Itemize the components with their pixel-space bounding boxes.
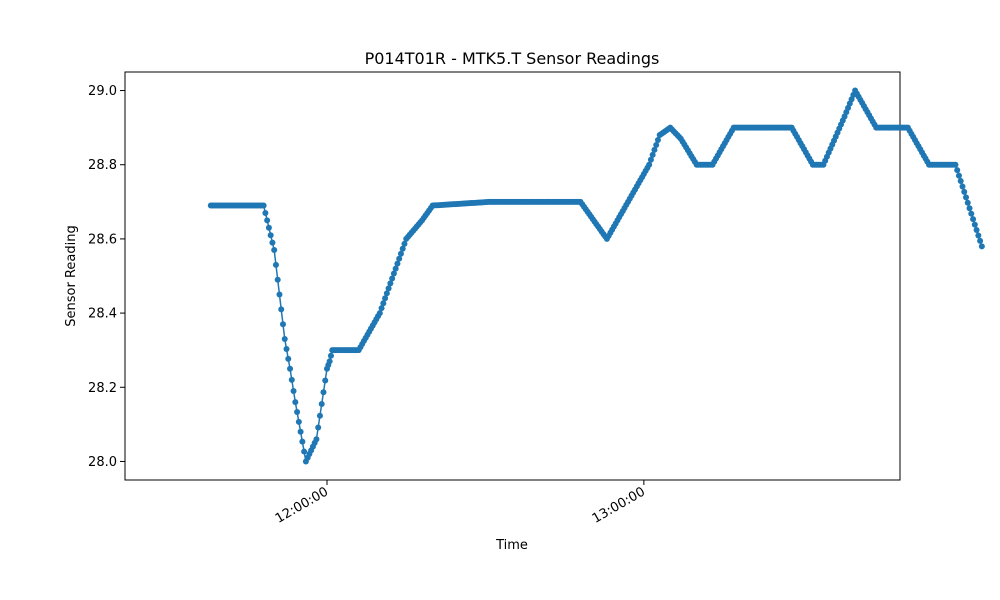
data-point — [952, 161, 959, 168]
data-point — [978, 243, 985, 250]
data-point — [382, 295, 389, 302]
data-point — [274, 276, 281, 283]
data-point — [264, 217, 271, 224]
data-point — [973, 227, 980, 234]
y-tick-label: 28.2 — [88, 381, 117, 396]
data-point — [281, 336, 288, 343]
y-tick-label: 28.6 — [88, 232, 117, 247]
y-tick-label: 29.0 — [88, 84, 117, 99]
data-point — [283, 345, 290, 352]
data-point — [959, 183, 966, 190]
data-point — [278, 306, 285, 313]
data-point — [385, 285, 392, 292]
data-point — [262, 209, 269, 216]
data-point — [269, 239, 276, 246]
data-point — [301, 448, 308, 455]
data-point — [966, 205, 973, 212]
data-point — [954, 167, 961, 174]
y-tick-label: 28.0 — [88, 455, 117, 470]
data-point — [297, 428, 304, 435]
data-point — [977, 237, 984, 244]
data-point — [265, 224, 272, 231]
x-axis-label: Time — [495, 538, 528, 553]
data-point — [299, 438, 306, 445]
data-point — [272, 261, 279, 268]
data-point — [961, 188, 968, 195]
data-point — [318, 400, 325, 407]
data-point — [964, 199, 971, 206]
data-point — [396, 255, 403, 262]
data-point — [320, 389, 327, 396]
data-point — [287, 365, 294, 372]
data-point — [970, 216, 977, 223]
data-point — [260, 202, 267, 209]
data-point — [647, 156, 654, 163]
data-point — [294, 409, 301, 415]
y-axis-label: Sensor Reading — [64, 225, 79, 326]
chart-title: P014T01R - MTK5.T Sensor Readings — [365, 49, 660, 68]
data-point — [653, 141, 660, 148]
series-layer — [207, 87, 985, 465]
data-point — [387, 280, 394, 287]
data-point — [955, 172, 962, 179]
data-point — [651, 146, 658, 153]
data-point — [376, 310, 383, 317]
data-point — [380, 300, 387, 307]
data-point — [267, 232, 274, 239]
data-point — [975, 232, 982, 239]
data-point — [397, 250, 404, 257]
data-point — [313, 436, 320, 443]
data-point — [392, 265, 399, 272]
data-point — [378, 305, 385, 312]
y-axis: 28.0 28.2 28.4 28.6 28.8 29.0 — [88, 84, 125, 470]
data-point — [326, 358, 333, 365]
data-point — [389, 275, 396, 282]
data-point — [383, 290, 390, 297]
data-point — [295, 418, 302, 425]
data-point — [322, 377, 329, 384]
data-point — [279, 321, 286, 328]
data-point — [401, 240, 408, 247]
data-point — [649, 151, 656, 158]
data-point — [292, 399, 299, 406]
data-point — [315, 424, 322, 431]
data-point — [399, 245, 406, 252]
y-tick-label: 28.8 — [88, 158, 117, 173]
data-point — [285, 355, 292, 362]
data-point — [316, 412, 323, 419]
data-point — [327, 352, 334, 359]
data-point — [394, 260, 401, 267]
plot-area — [124, 71, 901, 481]
data-point — [963, 194, 970, 201]
data-point — [390, 270, 397, 277]
data-point — [276, 291, 283, 298]
data-point — [288, 376, 295, 383]
y-tick-label: 28.4 — [88, 307, 117, 322]
data-point — [654, 137, 661, 143]
data-point — [957, 178, 964, 185]
data-point — [646, 161, 653, 168]
data-point — [968, 210, 975, 217]
data-point — [971, 221, 978, 228]
data-point — [271, 247, 278, 254]
data-point — [290, 387, 297, 394]
